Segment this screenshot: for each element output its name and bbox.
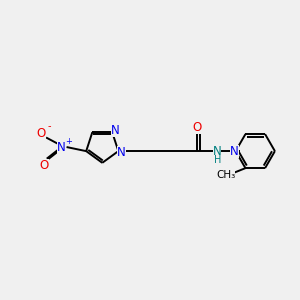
Text: O: O — [193, 121, 202, 134]
Text: N: N — [117, 146, 126, 159]
Text: N: N — [213, 145, 221, 158]
Text: -: - — [48, 122, 51, 132]
Text: H: H — [214, 155, 222, 165]
Text: N: N — [57, 140, 66, 154]
Text: CH₃: CH₃ — [216, 170, 235, 180]
Text: O: O — [39, 159, 49, 172]
Text: +: + — [65, 136, 72, 146]
Text: O: O — [37, 127, 46, 140]
Text: N: N — [111, 124, 120, 137]
Text: N: N — [230, 145, 239, 158]
